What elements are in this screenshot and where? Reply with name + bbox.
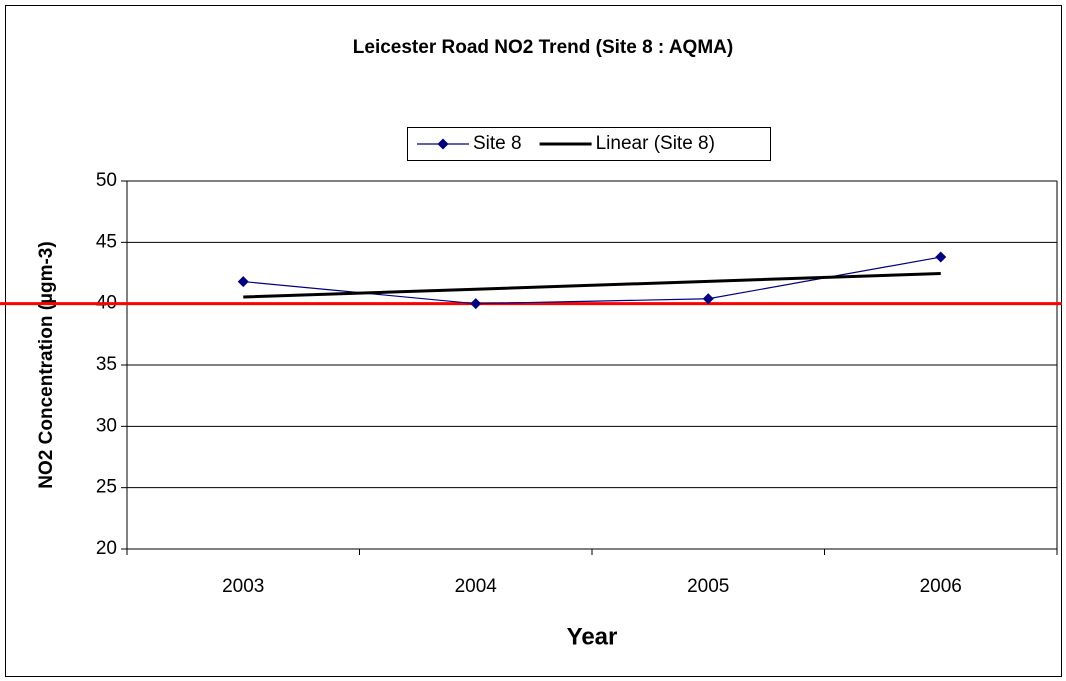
x-tick-label: 2006 — [920, 576, 962, 597]
x-axis-label: Year — [567, 623, 618, 650]
legend-label: Site 8 — [473, 133, 522, 154]
y-tick-label: 35 — [96, 354, 117, 375]
chart-border — [5, 5, 1062, 677]
y-tick-label: 25 — [96, 477, 117, 498]
y-axis-label: NO2 Concentration (µgm-3) — [36, 241, 57, 488]
y-tick-label: 20 — [96, 538, 117, 559]
data-point — [935, 251, 947, 263]
y-tick-label: 30 — [96, 415, 117, 436]
chart-title: Leicester Road NO2 Trend (Site 8 : AQMA) — [353, 37, 733, 58]
data-point — [702, 293, 714, 305]
y-tick-label: 50 — [96, 170, 117, 191]
x-tick-label: 2005 — [687, 576, 729, 597]
y-tick-label: 45 — [96, 231, 117, 252]
x-tick-label: 2003 — [222, 576, 264, 597]
legend-label: Linear (Site 8) — [596, 133, 715, 154]
trend-line — [243, 271, 941, 299]
legend-marker — [437, 138, 449, 150]
data-point — [237, 276, 249, 288]
data-point — [470, 298, 482, 310]
x-tick-label: 2004 — [455, 576, 498, 597]
